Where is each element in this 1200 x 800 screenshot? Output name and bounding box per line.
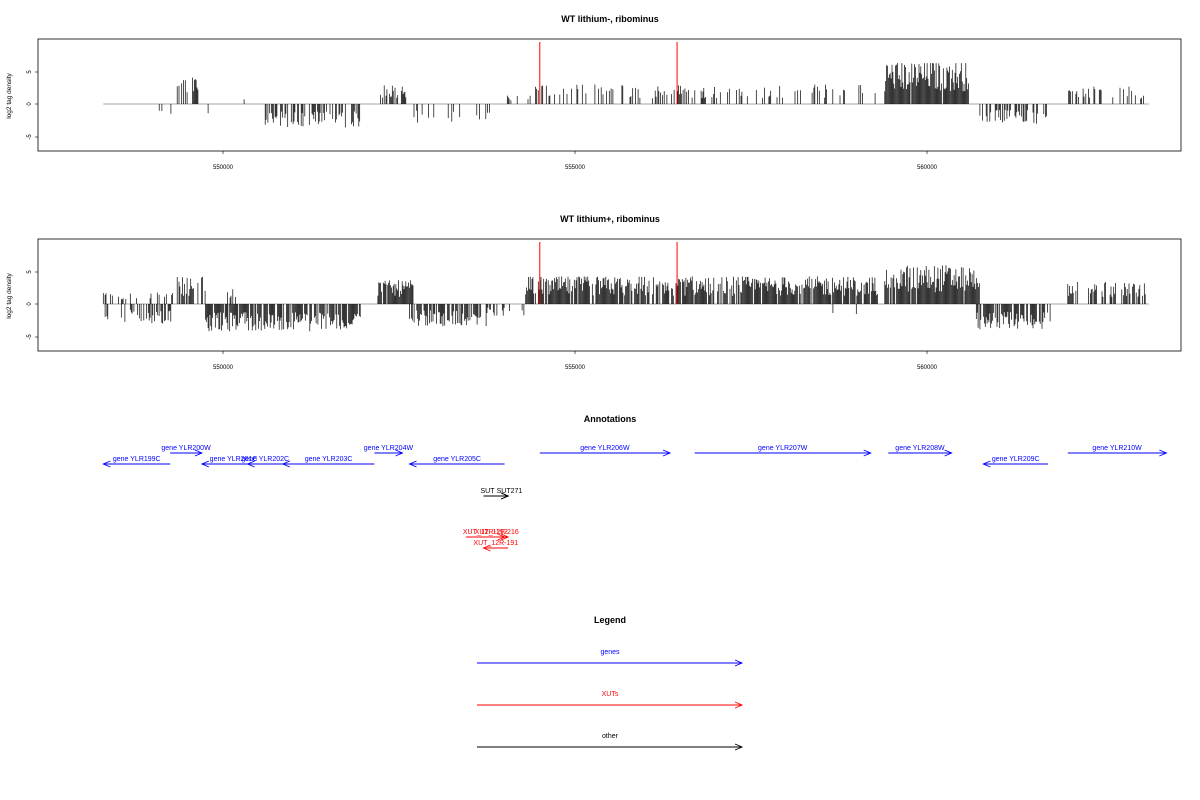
annotation-arrow-head (482, 544, 491, 552)
legend-item-genes: genes (477, 649, 744, 667)
y-axis-label: log2 tag density (6, 272, 13, 318)
annotation-arrow-head (395, 449, 404, 457)
annotation-gene-ylr206w: gene YLR206W (539, 445, 672, 457)
legend-label: XUTs (602, 691, 619, 698)
annotation-label: XUT_12R-191 (473, 540, 518, 547)
legend-title: Legend (594, 615, 626, 625)
annotation-xut-12r-191: XUT_12R-191 (473, 540, 518, 552)
annotation-arrow-head (408, 460, 417, 468)
legend-arrow-head (734, 659, 744, 667)
annotation-gene-ylr209c: gene YLR209C (982, 456, 1049, 468)
annotation-label: gene YLR201C (210, 456, 258, 463)
x-tick-label: 550000 (213, 365, 234, 371)
y-tick-label: 5 (27, 270, 33, 274)
x-axis: 550000 555000 560000 (213, 351, 938, 371)
annotation-gene-ylr205c: gene YLR205C (408, 456, 505, 468)
x-tick-label: 555000 (565, 365, 586, 371)
annotation-arrow-head (246, 460, 255, 468)
y-tick-label: 0 (27, 102, 33, 106)
x-tick-label: 550000 (213, 165, 234, 171)
y-axis: 5 0 -5 (27, 270, 38, 340)
annotation-label: SUT271 (497, 488, 523, 495)
legend-arrow-head (734, 743, 744, 751)
annotation-gene-ylr204w: gene YLR204W (364, 445, 414, 457)
annotation-label: gene YLR204W (364, 445, 414, 452)
annotation-gene-ylr200w: gene YLR200W (161, 445, 211, 457)
annotation-gene-ylr208w: gene YLR208W (888, 445, 953, 457)
panel-title: WT lithium-, ribominus (561, 14, 659, 24)
annotation-arrow-head (662, 449, 672, 457)
annotation-label: gene YLR206W (580, 445, 630, 452)
annotation-arrow-head (281, 460, 291, 468)
annotation-xut-12f-216: XUT_12F-216 (469, 529, 519, 541)
legend-item-other: other (477, 733, 744, 751)
annotation-label: gene YLR205C (433, 456, 481, 463)
annotation-label: gene YLR210W (1092, 445, 1142, 452)
annotation-arrow-head (863, 449, 872, 457)
annotation-label: gene YLR209C (992, 456, 1040, 463)
y-tick-label: -5 (27, 334, 33, 340)
annotations-title: Annotations (584, 414, 637, 424)
legend: Legend genes XUTs other (477, 615, 744, 751)
track-panel-lithium-plus: WT lithium+, ribominus log2 tag density … (6, 214, 1182, 371)
plot-frame (37, 238, 1182, 352)
annotation-sut271: SUT271 (483, 488, 523, 500)
annotation-gene-ylr202c: gene YLR202C (241, 456, 289, 468)
annotation-arrow-head (194, 449, 204, 457)
annotation-gene-ylr203c: gene YLR203C (281, 456, 375, 468)
x-tick-label: 560000 (917, 365, 938, 371)
y-tick-label: 5 (27, 70, 33, 74)
x-tick-label: 555000 (565, 165, 586, 171)
annotation-label: XUT_12R-192 (463, 529, 508, 536)
annotation-gene-ylr207w: gene YLR207W (694, 445, 872, 457)
x-tick-label: 560000 (917, 165, 938, 171)
track-panel-lithium-minus: WT lithium-, ribominus log2 tag density … (6, 14, 1182, 171)
annotation-gene-ylr210w: gene YLR210W (1067, 445, 1168, 457)
annotation-arrow-head (102, 460, 111, 468)
annotation-arrow-head (944, 449, 953, 457)
annotation-label: SUT (480, 488, 495, 495)
annotation-arrow-head (200, 460, 210, 468)
legend-items: genes XUTs other (477, 649, 744, 751)
annotation-label: gene YLR208W (895, 445, 945, 452)
plot-frame (37, 38, 1182, 152)
annotation-arrow-head (982, 460, 991, 468)
legend-arrow-head (734, 701, 744, 709)
density-bars (102, 242, 1149, 332)
annotation-arrow-head (1159, 449, 1168, 457)
x-axis: 550000 555000 560000 (213, 151, 938, 171)
y-tick-label: -5 (27, 134, 33, 140)
legend-item-xuts: XUTs (477, 691, 744, 709)
annotation-label: gene YLR207W (758, 445, 808, 452)
annotation-arrow-head (500, 533, 510, 541)
panel-title: WT lithium+, ribominus (560, 214, 660, 224)
y-axis: 5 0 -5 (27, 70, 38, 140)
legend-label: genes (600, 649, 620, 656)
annotation-label: gene YLR200W (161, 445, 211, 452)
y-axis-label: log2 tag density (6, 72, 13, 118)
annotation-label: gene YLR199C (113, 456, 161, 463)
y-tick-label: 0 (27, 302, 33, 306)
annotation-label: XUT_12F-216 (475, 529, 519, 536)
annotation-label: gene YLR203C (305, 456, 353, 463)
legend-label: other (602, 733, 619, 740)
annotation-label: gene YLR202C (241, 456, 289, 463)
density-bars (103, 42, 1149, 128)
annotation-gene-ylr199c: gene YLR199C (102, 456, 171, 468)
annotation-arrow-head (500, 492, 510, 500)
